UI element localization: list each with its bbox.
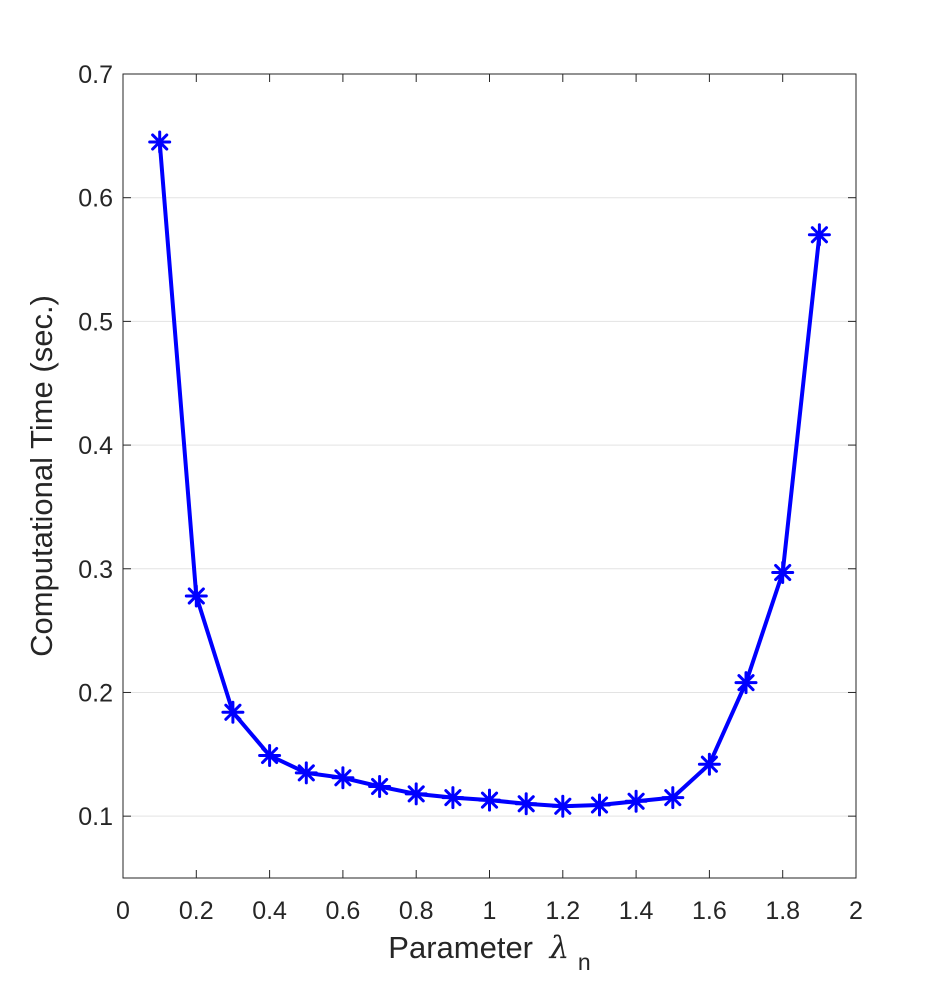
data-point-marker (184, 584, 208, 608)
x-axis-label-subscript: n (578, 949, 591, 975)
data-point-marker (148, 130, 172, 154)
x-tick-label: 0.2 (179, 897, 214, 925)
axis-ticks (122, 73, 857, 878)
x-tick-label: 0.4 (252, 897, 287, 925)
data-point-marker (441, 786, 465, 810)
y-tick-label: 0.6 (78, 185, 113, 213)
data-point-marker (368, 775, 392, 798)
data-point-marker (807, 223, 831, 247)
plot-area-frame (122, 73, 857, 879)
data-point-marker (588, 793, 611, 817)
y-axis-label: Computational Time (sec.) (24, 295, 59, 657)
y-tick-label: 0.4 (78, 432, 113, 460)
data-markers (148, 130, 831, 818)
data-point-marker (404, 782, 428, 806)
data-point-marker (294, 761, 318, 785)
x-tick-label: 1.8 (765, 897, 800, 925)
y-tick-label: 0.1 (78, 803, 113, 831)
data-point-marker (331, 766, 355, 790)
tick-labels: 0.1 0.2 0.3 0.4 0.5 0.6 0.7 0 0.2 0.4 0.6 0.8 1 1.2 1.… (78, 61, 863, 925)
data-point-marker (697, 752, 721, 776)
series-line (157, 141, 822, 809)
y-tick-label: 0.5 (78, 308, 113, 336)
x-axis-label-text: Parameter (388, 930, 533, 965)
data-point-marker (551, 794, 575, 818)
y-tick-label: 0.7 (78, 61, 113, 89)
x-tick-label: 0.6 (326, 897, 361, 925)
x-tick-label: 0.8 (399, 897, 434, 925)
x-tick-label: 1 (483, 897, 497, 925)
x-axis-label: Parameter λ n (388, 930, 590, 975)
data-point-marker (258, 744, 282, 767)
data-point-marker (221, 700, 245, 724)
x-tick-label: 2 (849, 897, 863, 925)
data-point-marker (734, 671, 758, 695)
x-tick-label: 0 (116, 897, 130, 925)
y-tick-label: 0.2 (78, 679, 113, 707)
x-axis-label-symbol: λ (548, 930, 570, 966)
data-point-marker (624, 789, 648, 813)
y-tick-label: 0.3 (78, 556, 113, 584)
data-point-marker (771, 561, 795, 584)
data-point-marker (661, 786, 685, 810)
data-point-marker (514, 792, 538, 816)
data-series (157, 141, 822, 809)
data-point-marker (478, 788, 501, 812)
x-tick-label: 1.6 (692, 897, 727, 925)
x-tick-label: 1.2 (545, 897, 580, 925)
x-tick-label: 1.4 (619, 897, 654, 925)
